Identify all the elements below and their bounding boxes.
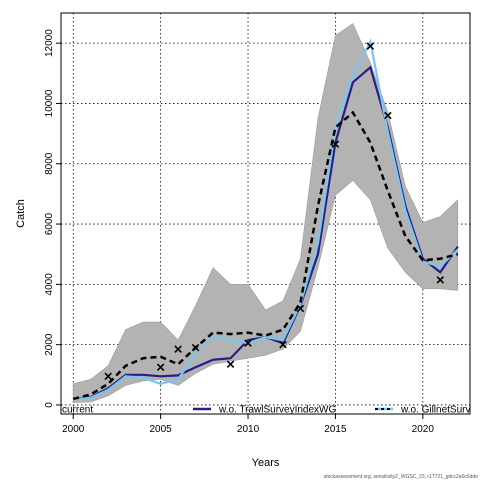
observation-marker: [191, 343, 200, 352]
observation-marker: [279, 340, 287, 349]
y-tick-label: 2000: [44, 333, 55, 356]
observation-marker-stroke: [296, 304, 305, 313]
observation-marker: [296, 304, 305, 313]
observation-marker: [104, 372, 112, 381]
x-tick-label: 2010: [237, 424, 260, 435]
footer-credit: stockassessment.org, sensitivity2_WGSC_2…: [324, 474, 478, 480]
series-line-w-o-gillnetsurveyindex: [73, 38, 459, 401]
observation-marker-stroke: [174, 345, 182, 353]
x-tick-label: 2015: [324, 424, 347, 435]
x-axis-title: Years: [252, 457, 280, 469]
x-tick-label: 2000: [62, 424, 85, 435]
observation-marker-stroke: [331, 140, 340, 148]
observation-marker: [174, 345, 182, 353]
confidence-band: [72, 23, 459, 403]
observation-marker: [244, 339, 252, 347]
observation-marker-stroke: [226, 360, 235, 369]
y-tick-label: 12000: [44, 29, 55, 57]
observation-marker-stroke: [104, 372, 112, 381]
x-tick-label: 2005: [150, 424, 173, 435]
legend: current w.o. TrawlSurveyIndexWG w.o. Gilln…: [62, 405, 480, 416]
observation-marker: [384, 111, 392, 120]
y-tick-label: 8000: [44, 152, 55, 175]
legend-label-trawl: w.o. TrawlSurveyIndexWG: [218, 405, 336, 416]
series-lines-group: [72, 38, 459, 401]
y-tick-label: 10000: [44, 89, 55, 117]
observation-marker-stroke: [191, 343, 200, 352]
observation-marker-stroke: [279, 340, 287, 349]
plot-frame: [60, 12, 471, 415]
y-tick-label: 6000: [44, 212, 55, 235]
observation-marker: [331, 140, 340, 148]
y-tick-label: 0: [44, 402, 55, 408]
observation-marker-stroke: [366, 42, 375, 50]
observation-marker: [436, 276, 445, 284]
observation-marker-stroke: [244, 339, 252, 347]
legend-label-current: current: [62, 405, 93, 416]
confidence-band-group: [72, 23, 459, 403]
observation-marker-stroke: [436, 276, 445, 284]
observation-markers-group: [104, 42, 445, 381]
series-line-current: [72, 110, 459, 401]
x-tick-label: 2020: [412, 424, 435, 435]
observation-marker-stroke: [156, 363, 165, 372]
observation-marker-stroke: [384, 111, 392, 120]
y-tick-label: 4000: [44, 273, 55, 296]
axes-group: 2000 2005 2010 2015 2020 0 2000 4000 6000 8000 100…: [44, 29, 434, 435]
observation-marker: [366, 42, 375, 50]
observation-marker: [156, 363, 165, 372]
observation-marker: [226, 360, 235, 369]
legend-label-gillnet: w.o. GillnetSurveyIndex: [400, 405, 480, 416]
y-axis-title: Catch: [15, 199, 27, 228]
